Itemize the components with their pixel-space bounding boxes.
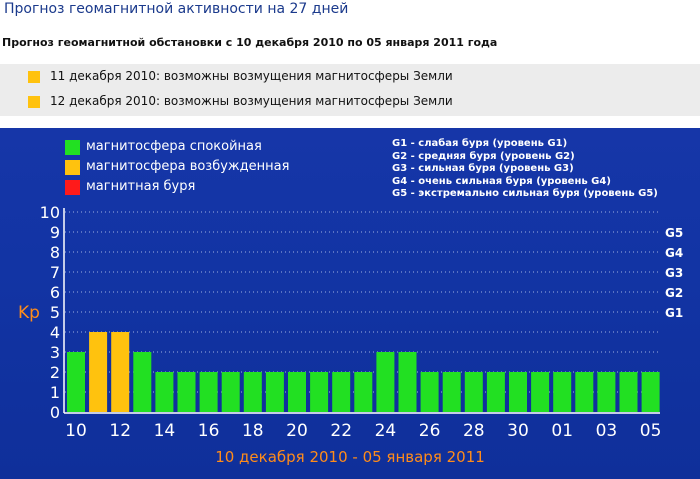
alert-color-square [28,71,40,83]
bar [199,372,218,412]
bar [155,372,174,412]
x-axis-label: 10 декабря 2010 - 05 января 2011 [215,448,485,466]
bar [354,372,373,412]
x-tick-label: 20 [286,421,308,441]
x-tick-label: 18 [242,421,264,441]
bar [398,352,417,412]
x-tick-label: 30 [507,421,529,441]
storm-level-g3: G3 - сильная буря (уровень G3) [392,163,574,174]
y-tick-label: 8 [50,243,60,262]
chart-panel [0,128,700,479]
storm-level-g2: G2 - средняя буря (уровень G2) [392,150,575,162]
y-tick-label: 5 [50,303,60,322]
y-tick-label: 10 [40,203,60,222]
bar [111,332,130,412]
legend-swatch [65,180,80,195]
y-tick-label: 9 [50,223,60,242]
y-tick-label: 0 [50,403,60,422]
legend-label: магнитосфера возбужденная [86,159,290,174]
bar [420,372,439,412]
bar [177,372,196,412]
bar [464,372,483,412]
legend-label: магнитная буря [86,179,196,194]
bar [376,352,395,412]
storm-level-g4: G4 - очень сильная буря (уровень G4) [392,175,611,187]
storm-level-list: G1 - слабая буря (уровень G1) G2 - средн… [392,138,658,201]
y-axis-label: Kp [18,303,40,323]
bar [243,372,262,412]
x-tick-label: 01 [551,421,573,441]
y-tick-label: 6 [50,283,60,302]
y-tick-label: 4 [50,323,60,342]
storm-level-g5: G5 - экстремально сильная буря (уровень … [392,188,658,199]
y-tick-label: 1 [50,383,60,402]
bar [597,372,616,412]
legend-label: магнитосфера спокойная [86,139,262,154]
bar [486,372,505,412]
alert-color-square [28,96,40,108]
bar [265,372,284,412]
legend-swatch [65,160,80,175]
right-tick-label: G4 [665,246,683,260]
bar [89,332,108,412]
storm-level-g1: G1 - слабая буря (уровень G1) [392,138,568,149]
bar [619,372,638,412]
bar [553,372,572,412]
x-tick-label: 05 [640,421,662,441]
bar [442,372,461,412]
x-tick-label: 03 [596,421,618,441]
x-tick-label: 16 [198,421,220,441]
bar [332,372,351,412]
bar [288,372,306,412]
bar [67,352,85,412]
y-tick-label: 7 [50,263,60,282]
bar [133,352,152,412]
x-tick-label: 24 [375,421,397,441]
page-title: Прогноз геомагнитной активности на 27 дн… [4,1,349,17]
x-tick-label: 26 [419,421,441,441]
bar [641,372,660,412]
bar [531,372,550,412]
alert-text: 12 декабря 2010: возможны возмущения маг… [50,94,453,108]
y-tick-label: 2 [50,363,60,382]
right-tick-label: G1 [665,306,683,320]
x-tick-label: 12 [109,421,131,441]
bar [310,372,329,412]
x-tick-label: 14 [154,421,176,441]
x-tick-label: 28 [463,421,485,441]
bar [221,372,240,412]
x-tick-label: 22 [330,421,352,441]
right-tick-label: G3 [665,266,683,280]
bar [575,372,594,412]
alerts-box: 11 декабря 2010: возможны возмущения маг… [0,64,700,116]
right-tick-label: G5 [665,226,683,240]
legend-swatch [65,140,80,155]
bar [509,372,527,412]
page-subtitle: Прогноз геомагнитной обстановки с 10 дек… [2,36,498,49]
x-tick-label: 10 [65,421,87,441]
right-tick-label: G2 [665,286,683,300]
y-tick-label: 3 [50,343,60,362]
alert-text: 11 декабря 2010: возможны возмущения маг… [50,69,453,83]
